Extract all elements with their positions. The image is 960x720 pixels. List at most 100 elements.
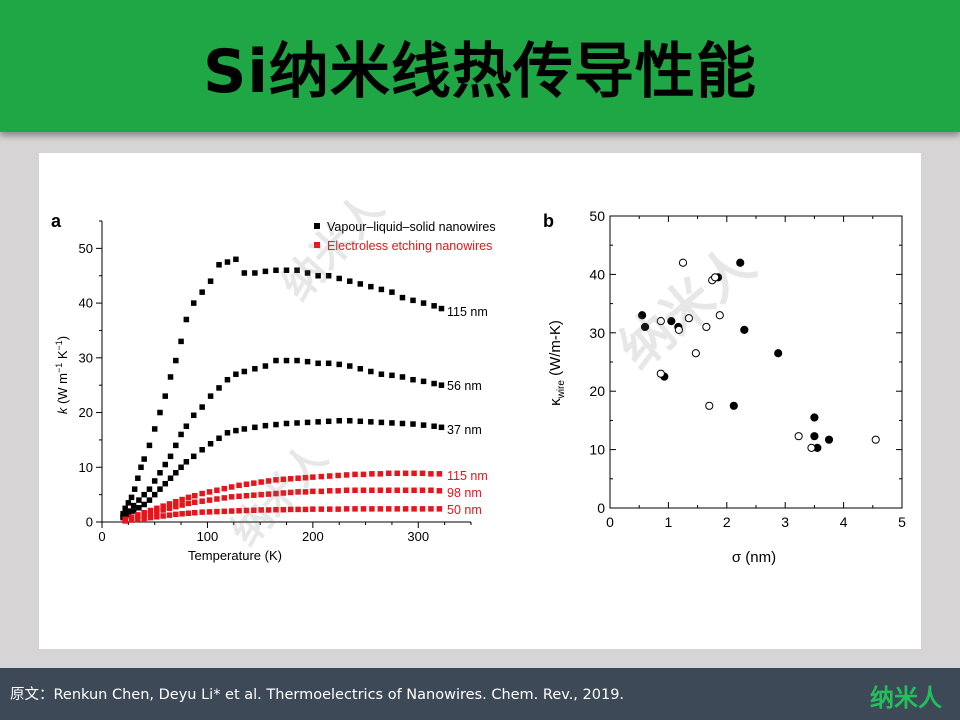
data-point [283,420,290,427]
chart-b-y-axis-label: κwire (W/m-K) [547,320,567,406]
data-point [347,418,353,424]
data-point [154,505,160,512]
data-point [402,487,409,494]
data-point [130,508,137,514]
data-point [243,492,250,499]
data-point [389,289,395,295]
data-point [199,404,205,410]
data-point [135,516,141,523]
panel-label-a: a [51,211,62,231]
data-point [125,508,132,514]
chart-b-x-tick-label: 1 [665,514,673,530]
data-point [199,289,205,295]
data-point [318,488,325,495]
data-point [377,471,384,477]
data-point [325,360,332,367]
data-point [162,480,169,487]
data-point [357,366,364,372]
chart-a-series-5 [122,506,443,524]
data-point [368,283,374,290]
data-point [729,401,738,410]
data-point [436,471,443,477]
slide-title: Si纳米线热传导性能 [203,36,757,107]
series-label-ee-50: 50 nm [447,503,482,517]
data-point [705,401,714,410]
series-label-ee-98: 98 nm [447,486,482,500]
data-point [336,418,342,424]
data-point [347,363,353,369]
data-point [262,268,269,275]
data-point [273,357,279,364]
data-point [295,506,301,513]
data-point [183,459,190,465]
data-point [369,471,375,477]
data-point [167,475,174,481]
chart-a-y-axis-label: k (W m−1 K−1) [54,336,70,414]
data-point [343,487,350,494]
data-point [386,470,392,477]
data-point [711,273,720,282]
data-point [199,447,205,453]
data-point [228,508,235,514]
data-point [128,494,135,501]
data-point [807,443,816,452]
data-point [294,267,300,274]
watermarks: 纳米人 纳米人 纳米人 [223,184,766,554]
data-point [678,258,688,267]
data-point [221,485,228,492]
data-point [280,490,287,496]
chart-b-x-tick-label: 4 [840,514,848,530]
data-point [214,508,220,515]
data-point [125,500,132,506]
data-point [167,374,174,380]
chart-b-x-axis-label: σ (nm) [732,549,776,566]
data-point [273,477,279,483]
data-point [419,470,426,477]
data-point [167,453,174,460]
data-point [243,481,250,487]
data-point [399,420,406,427]
data-point [146,497,153,503]
data-point [295,475,301,481]
legend-label-ee: Electroless etching nanowires [327,239,492,253]
data-point [280,506,287,513]
series-label-vls-37: 37 nm [447,423,482,437]
data-point [304,358,311,365]
data-point [136,497,142,503]
data-point [431,380,437,387]
data-point [357,281,364,287]
data-point [357,418,364,425]
citation-text: 原文：Renkun Chen, Deyu Li* et al. Thermoel… [10,687,625,703]
data-point [221,508,228,515]
chart-b-y-tick-label: 30 [589,325,605,341]
data-point [428,506,434,512]
data-point [419,487,426,494]
data-point [162,461,169,468]
data-point [431,303,437,309]
data-point [360,471,367,478]
chart-a-points [120,256,445,524]
data-point [258,491,264,498]
chart-a-x-tick-label: 200 [302,529,324,544]
data-point [871,435,880,444]
data-point [674,325,684,334]
data-point [378,371,385,377]
data-point [824,435,834,444]
brand-logo: 纳米人 [870,684,942,712]
data-point [141,456,147,462]
data-point [389,420,395,426]
data-point [810,432,819,441]
data-point [656,369,665,378]
data-point [318,506,325,512]
data-point [224,259,231,265]
chart-b-points [638,258,880,452]
data-point [241,368,248,375]
data-point [166,512,173,518]
data-point [173,503,179,510]
data-point [436,488,443,494]
data-point [233,371,239,377]
chart-a-x-tick-label: 300 [407,529,429,544]
data-point [192,492,198,499]
